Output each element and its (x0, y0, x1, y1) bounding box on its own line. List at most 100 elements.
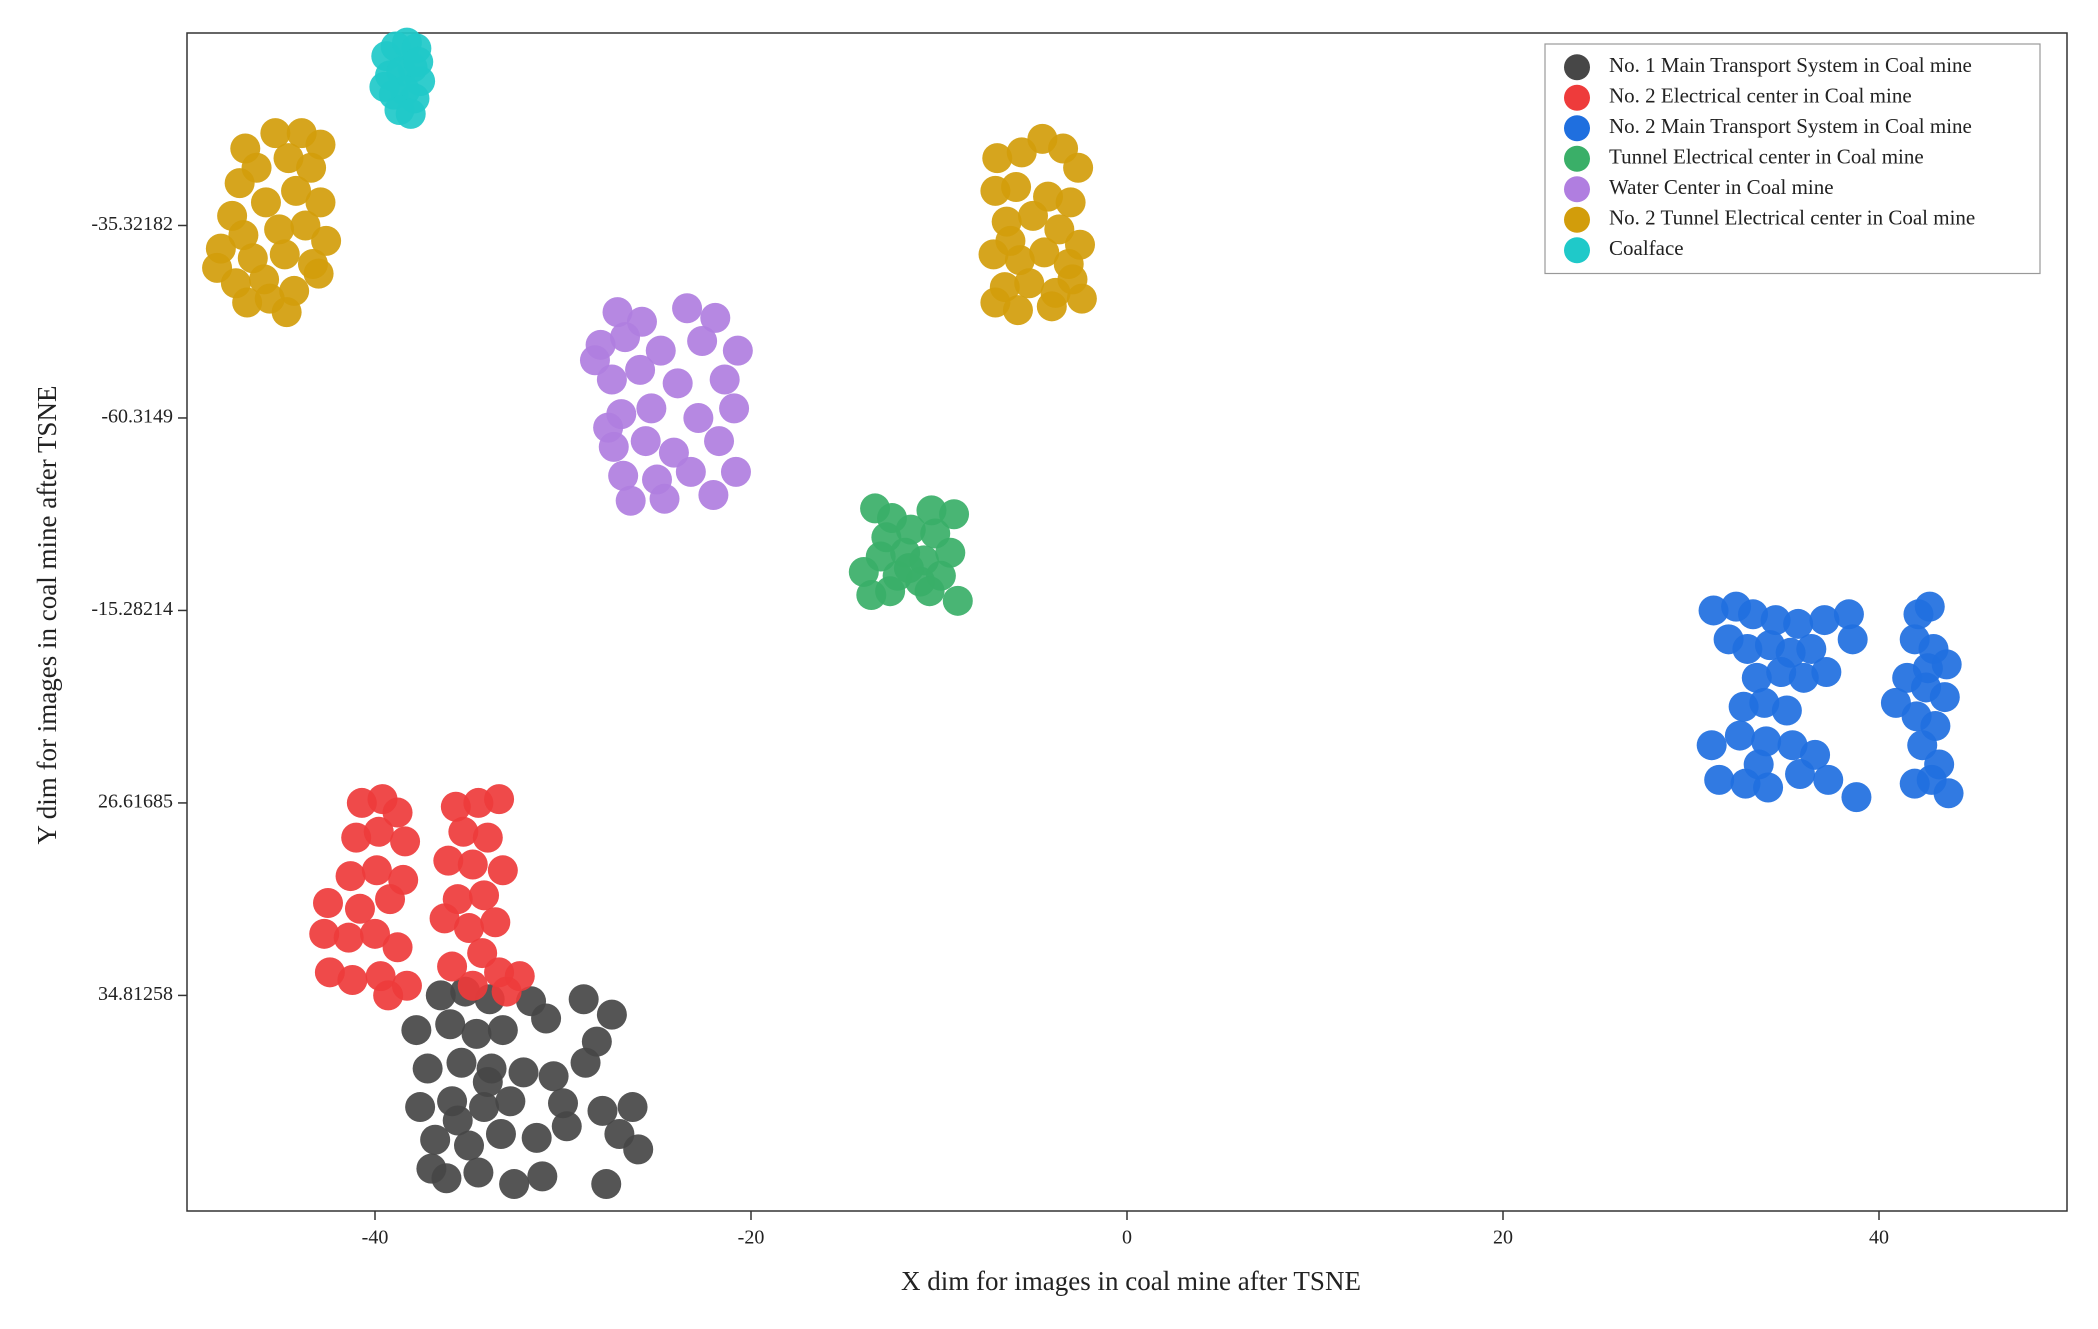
point (848, 556, 879, 587)
point (273, 143, 304, 174)
point (1014, 268, 1045, 299)
point (264, 214, 295, 245)
point (596, 999, 627, 1030)
y-tick-label: -15.28214 (91, 598, 173, 620)
point (1899, 768, 1930, 799)
point (658, 437, 689, 468)
point (360, 918, 390, 949)
point (457, 849, 488, 880)
point (1753, 772, 1784, 803)
point (440, 791, 471, 822)
point (1036, 291, 1067, 322)
point (303, 258, 334, 289)
legend-marker (1564, 237, 1590, 264)
point (403, 46, 434, 77)
point (982, 143, 1013, 174)
point (895, 514, 926, 545)
x-tick-label: 40 (1869, 1227, 1889, 1249)
point (228, 220, 259, 251)
point (382, 932, 413, 963)
point (1696, 730, 1727, 761)
point (709, 364, 740, 395)
point (495, 1086, 526, 1117)
point (472, 1067, 503, 1098)
point (254, 283, 285, 314)
point (602, 297, 633, 328)
point (446, 1047, 477, 1078)
point (1785, 759, 1816, 790)
legend-label: Coalface (1609, 236, 1684, 260)
point (1777, 730, 1808, 761)
x-tick-label: 0 (1122, 1227, 1132, 1249)
point (1837, 624, 1868, 655)
point (420, 1124, 451, 1155)
point (995, 225, 1026, 256)
point (337, 965, 368, 996)
point (1907, 730, 1938, 761)
legend-label: No. 2 Main Transport System in Coal mine (1609, 114, 1972, 138)
point (508, 1057, 539, 1088)
legend-marker (1564, 206, 1590, 233)
point (1704, 764, 1735, 795)
point (499, 1169, 530, 1200)
point (296, 152, 327, 183)
point (290, 210, 321, 241)
point (1833, 599, 1864, 630)
point (548, 1088, 578, 1119)
point (570, 1047, 601, 1078)
point (662, 368, 693, 399)
point (416, 1153, 447, 1184)
point (390, 826, 421, 857)
point (521, 1122, 552, 1153)
point (625, 354, 656, 385)
point (1044, 214, 1075, 245)
point (1063, 152, 1094, 183)
point (630, 426, 661, 457)
point (1001, 171, 1032, 202)
point (435, 1009, 466, 1040)
point (591, 1169, 622, 1200)
point (335, 861, 366, 892)
point (1724, 720, 1755, 751)
point (487, 855, 518, 886)
point (608, 460, 639, 491)
point (361, 855, 392, 886)
point (649, 483, 680, 514)
legend-label: No. 2 Electrical center in Coal mine (1609, 84, 1912, 108)
point (587, 1095, 618, 1126)
legend-label: No. 2 Tunnel Electrical center in Coal m… (1609, 206, 1975, 230)
point (1732, 633, 1763, 664)
point (1811, 657, 1842, 688)
legend-label: Water Center in Coal mine (1609, 175, 1834, 199)
point (527, 1161, 558, 1192)
point (305, 129, 336, 160)
x-tick-label: -20 (738, 1227, 765, 1249)
x-tick-label: -40 (362, 1227, 389, 1249)
point (1766, 657, 1797, 688)
point (942, 585, 973, 616)
point (241, 152, 272, 183)
point (382, 797, 413, 828)
point (579, 345, 610, 376)
legend-box (1544, 43, 2041, 275)
point (429, 903, 460, 934)
point (700, 302, 731, 333)
point (1809, 605, 1840, 636)
point (1698, 595, 1729, 626)
legend-marker (1564, 145, 1590, 172)
point (610, 322, 641, 353)
point (305, 187, 336, 218)
point (375, 884, 406, 915)
point (615, 485, 646, 516)
point (469, 880, 500, 911)
point (454, 1130, 484, 1161)
x-axis-label: X dim for images in coal mine after TSNE (901, 1266, 1361, 1296)
point (698, 479, 729, 510)
point (636, 393, 667, 424)
y-tick-label: 34.81258 (98, 983, 173, 1005)
legend-marker (1564, 115, 1590, 142)
point (687, 325, 718, 356)
point (672, 293, 703, 324)
point (333, 922, 364, 953)
